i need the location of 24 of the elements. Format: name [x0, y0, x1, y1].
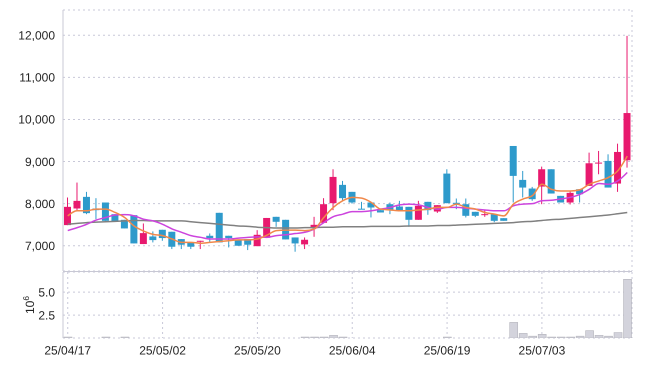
x-tick-label: 25/06/04 — [328, 344, 376, 358]
y-tick-label: 10,000 — [18, 112, 56, 127]
x-tick-label: 25/07/03 — [518, 344, 566, 358]
y-tick-label: 11,000 — [19, 70, 56, 85]
candlestick — [292, 236, 299, 252]
candlestick — [149, 230, 156, 243]
x-tick-label: 25/05/20 — [234, 344, 282, 358]
y-tick-label: 2.5 — [38, 308, 56, 322]
candlestick — [358, 201, 365, 210]
x-tick-label: 25/04/17 — [44, 344, 92, 358]
x-tick-label: 25/05/02 — [139, 344, 186, 358]
candlestick — [519, 170, 526, 198]
candlestick — [339, 180, 346, 202]
y-tick-label: 12,000 — [18, 28, 56, 43]
candlestick — [73, 182, 80, 212]
y-tick-label: 9,000 — [24, 154, 56, 169]
y-tick-label: 8,000 — [24, 196, 56, 211]
y-tick-label: 5.0 — [38, 285, 56, 300]
candlestick — [140, 222, 147, 245]
y-tick-label: 7,000 — [24, 239, 56, 253]
candlestick — [301, 236, 308, 250]
x-tick-label: 25/06/19 — [424, 344, 471, 358]
candlestick — [595, 150, 602, 175]
candlestick — [586, 152, 593, 186]
